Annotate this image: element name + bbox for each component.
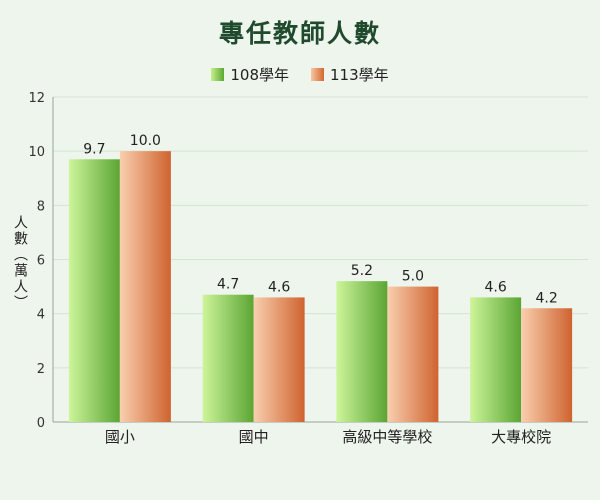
data-label: 4.6 bbox=[484, 279, 506, 295]
x-tick-label: 國小 bbox=[105, 428, 135, 446]
y-tick-label: 8 bbox=[37, 199, 45, 214]
bar-series-1 bbox=[119, 151, 171, 422]
data-label: 4.7 bbox=[217, 277, 239, 293]
bar-series-1 bbox=[521, 308, 573, 422]
legend: 108學年 113學年 bbox=[0, 64, 600, 85]
bar-series-1 bbox=[253, 297, 305, 422]
legend-label-series-1: 113學年 bbox=[330, 66, 389, 84]
x-tick-label: 高級中等學校 bbox=[342, 428, 432, 446]
data-label: 5.2 bbox=[351, 263, 373, 279]
data-label: 10.0 bbox=[130, 133, 161, 149]
legend-item-series-1: 113學年 bbox=[311, 64, 389, 85]
y-tick-label: 12 bbox=[28, 91, 45, 106]
y-tick-label: 6 bbox=[37, 254, 45, 269]
chart-title: 專任教師人數 bbox=[218, 19, 381, 48]
y-axis-title: 人數（萬人） bbox=[12, 215, 28, 311]
bar-series-0 bbox=[470, 297, 522, 422]
legend-label-series-0: 108學年 bbox=[230, 66, 289, 84]
data-label: 4.6 bbox=[268, 279, 290, 295]
y-tick-label: 4 bbox=[37, 308, 45, 323]
y-tick-label: 2 bbox=[37, 362, 45, 377]
bar-series-0 bbox=[336, 281, 388, 422]
data-label: 4.2 bbox=[535, 290, 557, 306]
y-tick-label: 10 bbox=[28, 145, 45, 160]
x-tick-label: 大專校院 bbox=[491, 428, 551, 446]
bar-series-0 bbox=[202, 294, 254, 422]
data-label: 9.7 bbox=[83, 141, 105, 157]
y-tick-label: 0 bbox=[37, 416, 45, 431]
x-tick-label: 國中 bbox=[239, 428, 269, 446]
legend-swatch-series-0 bbox=[211, 68, 225, 81]
data-label: 5.0 bbox=[402, 269, 424, 285]
legend-item-series-0: 108學年 bbox=[211, 64, 289, 85]
bar-series-0 bbox=[68, 159, 120, 422]
bar-series-1 bbox=[387, 286, 439, 422]
legend-swatch-series-1 bbox=[311, 68, 324, 81]
